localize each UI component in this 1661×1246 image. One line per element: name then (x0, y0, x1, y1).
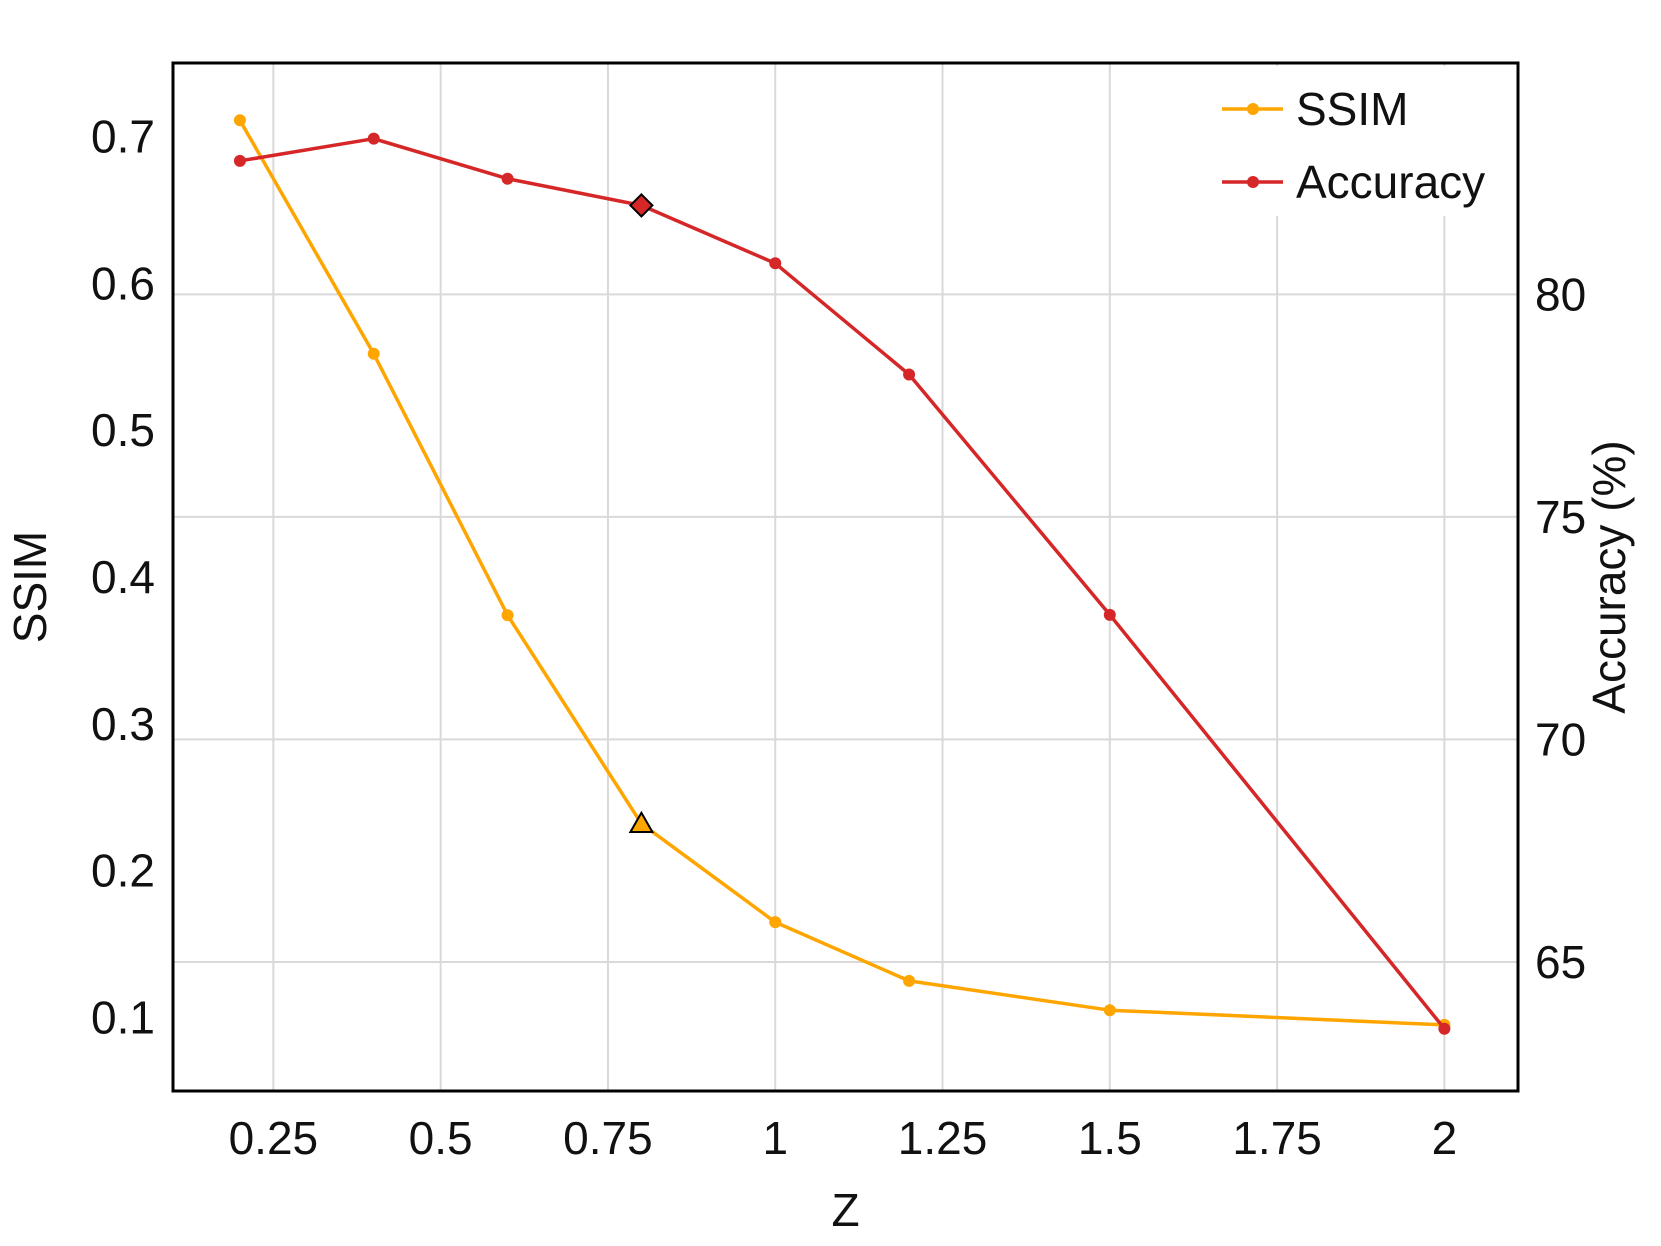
series-line (238, 119, 1445, 1027)
right-y-axis-tick-labels: 65 70 75 80 (1535, 268, 1586, 988)
x-axis-title: Z (831, 1184, 859, 1236)
right-y-tick-label: 65 (1535, 936, 1586, 988)
legend-box (1212, 66, 1515, 216)
data-point (233, 154, 246, 167)
legend-marker (1247, 176, 1259, 188)
legend-item-accuracy: Accuracy (1222, 156, 1485, 208)
series-ssim (233, 114, 1451, 1031)
plot-frame (171, 61, 1520, 1093)
grid-lines (173, 63, 1518, 1091)
left-y-axis-title: SSIM (4, 531, 56, 643)
x-tick-label: 1.25 (898, 1112, 988, 1164)
data-point (233, 114, 246, 127)
right-y-tick-label: 70 (1535, 713, 1586, 765)
x-tick-label: 0.25 (229, 1112, 319, 1164)
data-point (769, 916, 782, 929)
data-point (1103, 1004, 1116, 1017)
right-y-tick-label: 75 (1535, 491, 1586, 543)
x-tick-label: 0.5 (409, 1112, 473, 1164)
data-point (903, 974, 916, 987)
left-y-tick-label: 0.6 (91, 257, 155, 309)
left-y-axis-tick-labels: 0.1 0.2 0.3 0.4 0.5 0.6 0.7 (91, 110, 155, 1043)
series-line (239, 136, 1446, 1030)
right-y-tick-label: 80 (1535, 268, 1586, 320)
left-y-tick-label: 0.4 (91, 551, 155, 603)
data-point (367, 347, 380, 360)
left-y-tick-label: 0.2 (91, 845, 155, 897)
legend-item-ssim: SSIM (1222, 83, 1408, 135)
legend-marker (1247, 103, 1259, 115)
series-layer (233, 114, 1451, 1035)
data-point (1438, 1022, 1451, 1035)
series-accuracy (233, 132, 1451, 1035)
right-y-axis-title: Accuracy (%) (1583, 440, 1635, 713)
data-point (367, 132, 380, 145)
left-y-tick-label: 0.3 (91, 698, 155, 750)
x-tick-label: 2 (1432, 1112, 1458, 1164)
legend-label: SSIM (1296, 83, 1408, 135)
left-y-tick-label: 0.7 (91, 110, 155, 162)
data-point (501, 609, 514, 622)
left-y-tick-label: 0.1 (91, 992, 155, 1044)
x-tick-label: 1.5 (1078, 1112, 1142, 1164)
data-point (903, 368, 916, 381)
x-tick-label: 1.75 (1232, 1112, 1322, 1164)
left-y-tick-label: 0.5 (91, 404, 155, 456)
data-point (501, 172, 514, 185)
x-tick-label: 0.75 (563, 1112, 653, 1164)
data-point (769, 257, 782, 270)
highlight-diamond-marker (628, 192, 654, 218)
legend: SSIM Accuracy (1212, 66, 1515, 216)
legend-label: Accuracy (1296, 156, 1485, 208)
highlight-triangle-marker (628, 810, 655, 833)
data-point (1103, 608, 1116, 621)
x-tick-label: 1 (762, 1112, 788, 1164)
x-axis-tick-labels: 0.25 0.5 0.75 1 1.25 1.5 1.75 2 (229, 1112, 1458, 1164)
